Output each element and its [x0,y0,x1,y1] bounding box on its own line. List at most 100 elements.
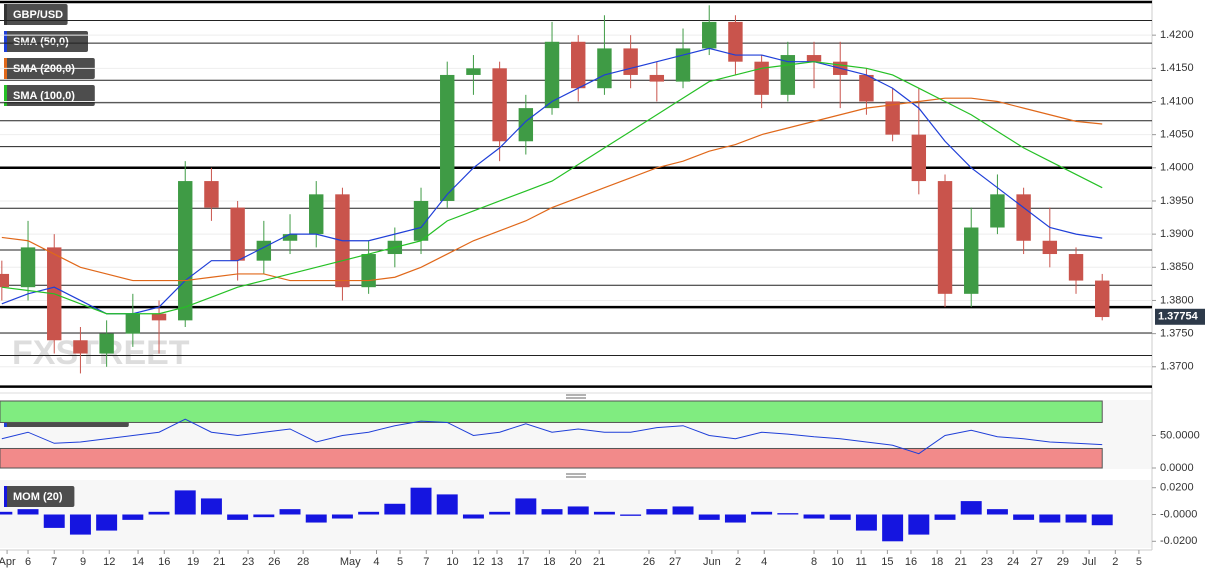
mom-bar [751,511,773,515]
mom-bar [724,514,746,523]
candle-body [440,74,455,201]
candle-body [309,194,324,235]
mom-bar [698,514,720,520]
mom-bar [279,509,301,515]
x-tick-label: 7 [51,556,57,568]
candle-body [544,41,560,109]
x-tick-label: 5 [397,556,403,568]
y-tick-label: 1.4150 [1160,62,1194,74]
last-price-label: 1.37754 [1158,311,1199,323]
x-tick-label: 4 [373,556,379,568]
candle-body [361,254,376,288]
mom-bar [410,487,432,515]
x-tick-label: 6 [25,556,31,568]
mom-bar [436,494,458,515]
y-tick-label: 1.3750 [1160,328,1194,340]
x-tick-label: May [340,556,361,568]
x-tick-label: 13 [491,556,503,568]
mom-bar [541,509,563,515]
y-tick-label: -0.0000 [1160,508,1197,520]
x-tick-label: 11 [855,556,866,568]
candle-body [204,181,219,208]
x-tick-label: Apr [0,556,16,568]
mom-bar [200,498,222,515]
candle-body [675,48,691,82]
y-tick-label: 0.0200 [1160,482,1194,494]
legend-label: SMA (50,0) [13,36,69,48]
x-tick-label: 5 [1136,556,1142,568]
overbought-zone [0,400,1103,423]
candle-body [728,21,743,62]
legend-label: GBP/USD [13,9,63,21]
x-tick-label: 27 [669,556,681,568]
legend-label: MOM (20) [13,491,63,503]
legend-swatch [4,85,7,106]
x-tick-label: 10 [831,556,843,568]
x-tick-label: 26 [268,556,280,568]
mom-bar [331,514,353,519]
legend-box [4,486,75,507]
mom-bar [1091,514,1113,526]
candle-body [1095,280,1110,318]
mom-bar [803,514,825,519]
x-tick-label: 26 [643,556,655,568]
mom-bar [43,514,65,528]
candle-body [571,41,586,89]
mom-bar [462,514,484,519]
x-tick-label: 23 [981,556,993,568]
x-tick-label: 20 [569,556,581,568]
mom-bar [384,503,406,515]
y-tick-label: 1.3800 [1160,294,1194,306]
mom-bar [227,514,249,520]
y-tick-label: 1.3850 [1160,261,1194,273]
mom-bar [620,514,642,516]
x-tick-label: 16 [158,556,170,568]
candle-body [518,108,534,142]
x-tick-label: 10 [446,556,458,568]
x-tick-label: 21 [213,556,225,568]
x-tick-label: 12 [103,556,115,568]
legend-box [4,4,68,25]
legend-box [4,85,95,106]
mom-bar [593,511,615,515]
y-tick-label: 1.4200 [1160,29,1194,41]
mom-bar [855,514,877,531]
y-tick-label: -0.0200 [1160,535,1197,547]
candle-body [0,273,10,288]
x-tick-label: Jul [1082,556,1096,568]
candle-body [911,134,927,182]
legend-label: SMA (100,0) [13,90,75,102]
candle-body [466,68,481,75]
x-tick-label: 17 [517,556,529,568]
x-tick-label: 4 [761,556,767,568]
x-tick-label: 7 [423,556,429,568]
y-tick-label: 1.3950 [1160,195,1194,207]
x-tick-label: 2 [735,556,741,568]
candle-body [649,74,665,82]
candle-body [282,234,298,241]
candle-body [151,313,167,321]
mom-bar [358,511,380,515]
legend-swatch [4,31,7,52]
mom-bar [489,511,511,515]
x-tick-label: 18 [931,556,943,568]
x-tick-label: 24 [1007,556,1019,568]
x-tick-label: 23 [242,556,254,568]
mom-bar [253,514,275,518]
y-tick-label: 0.0000 [1160,462,1194,474]
mom-bar [122,514,144,520]
x-tick-label: Jun [703,556,721,568]
x-tick-label: 28 [297,556,309,568]
candle-body [859,74,874,102]
candle-body [885,101,900,135]
y-tick-label: 1.3700 [1160,361,1194,373]
x-tick-label: 16 [905,556,917,568]
x-tick-label: 29 [1057,556,1069,568]
mom-bar [96,514,118,531]
x-tick-label: 21 [955,556,967,568]
candle-body [1042,240,1058,255]
candle-body [1068,254,1084,281]
sma-line [1,97,1103,282]
mom-bar [1039,514,1061,523]
